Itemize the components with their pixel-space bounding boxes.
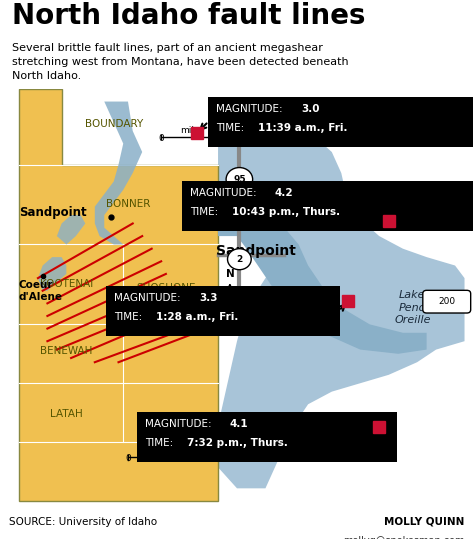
Text: Sandpoint: Sandpoint [19, 206, 87, 219]
Polygon shape [38, 257, 66, 291]
Text: TIME:: TIME: [216, 122, 247, 133]
Text: LATAH: LATAH [50, 409, 83, 419]
Text: MAGNITUDE:: MAGNITUDE: [190, 188, 259, 198]
Text: MOLLY QUINN: MOLLY QUINN [384, 517, 465, 527]
Text: 20: 20 [174, 454, 186, 463]
Text: MAGNITUDE:: MAGNITUDE: [145, 419, 214, 429]
Text: North Idaho fault lines: North Idaho fault lines [12, 2, 365, 30]
Text: 4.1: 4.1 [230, 419, 248, 429]
FancyBboxPatch shape [423, 291, 471, 313]
Text: miles: miles [142, 446, 166, 454]
Polygon shape [218, 101, 465, 488]
Text: SHOSHONE: SHOSHONE [136, 283, 196, 293]
Text: SOURCE: University of Idaho: SOURCE: University of Idaho [9, 517, 157, 527]
FancyBboxPatch shape [208, 96, 473, 147]
FancyBboxPatch shape [106, 286, 340, 336]
FancyBboxPatch shape [137, 412, 397, 462]
Text: 2: 2 [236, 255, 243, 264]
Polygon shape [218, 206, 427, 354]
Circle shape [226, 168, 253, 191]
Text: 5: 5 [220, 135, 226, 143]
FancyBboxPatch shape [182, 181, 473, 231]
Text: MAGNITUDE:: MAGNITUDE: [114, 293, 183, 303]
Text: N: N [226, 269, 234, 279]
Circle shape [228, 248, 251, 270]
Text: 200: 200 [438, 297, 455, 306]
Text: KOOTENAI: KOOTENAI [40, 279, 93, 288]
Text: 95: 95 [233, 175, 246, 184]
Text: 10:43 p.m., Thurs.: 10:43 p.m., Thurs. [232, 206, 340, 217]
Text: Fault lines: Fault lines [299, 105, 380, 119]
Text: 11:39 a.m., Fri.: 11:39 a.m., Fri. [258, 122, 348, 133]
Text: BENEWAH: BENEWAH [40, 346, 92, 356]
Text: Coeur
d'Alene: Coeur d'Alene [19, 280, 63, 302]
Text: 1:28 a.m., Fri.: 1:28 a.m., Fri. [156, 312, 239, 322]
Text: BONNER: BONNER [106, 199, 150, 209]
Text: miles: miles [180, 126, 204, 135]
Text: 3.3: 3.3 [199, 293, 218, 303]
Text: 0: 0 [158, 135, 164, 143]
Polygon shape [57, 215, 85, 245]
Text: Several brittle fault lines, part of an ancient megashear
stretching west from M: Several brittle fault lines, part of an … [12, 43, 348, 81]
Text: MAGNITUDE:: MAGNITUDE: [216, 103, 285, 114]
Text: TIME:: TIME: [114, 312, 145, 322]
Text: TIME:: TIME: [190, 206, 221, 217]
Text: 0: 0 [125, 454, 131, 463]
Polygon shape [19, 89, 218, 501]
Text: BOUNDARY: BOUNDARY [85, 119, 143, 129]
Text: TIME:: TIME: [145, 438, 176, 448]
Text: mollyq@spokesman.com: mollyq@spokesman.com [343, 536, 465, 539]
Text: 7:32 p.m., Thurs.: 7:32 p.m., Thurs. [187, 438, 288, 448]
Text: 3.0: 3.0 [301, 103, 319, 114]
Text: Sandpoint: Sandpoint [216, 244, 296, 258]
Text: Lake
Pend
Oreille: Lake Pend Oreille [394, 290, 431, 325]
Polygon shape [95, 101, 142, 245]
Text: 4.2: 4.2 [275, 188, 293, 198]
